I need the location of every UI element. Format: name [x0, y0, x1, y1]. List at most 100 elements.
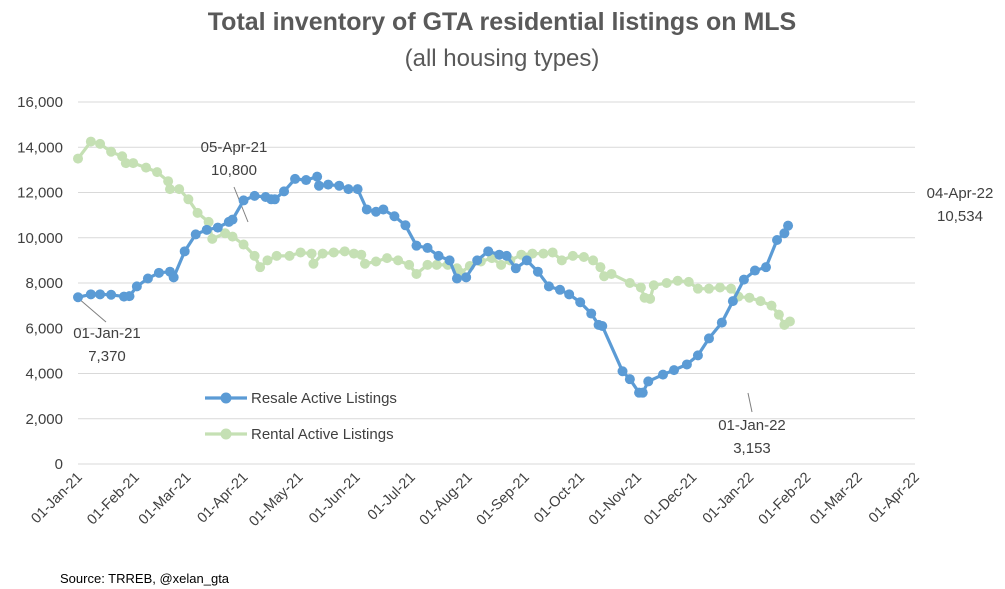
rental-point: [238, 239, 249, 250]
resale-point: [269, 194, 280, 205]
resale-point: [201, 224, 212, 235]
rental-point: [556, 255, 567, 266]
x-tick-label: 01-Mar-22: [807, 470, 866, 529]
resale-point: [312, 171, 323, 182]
resale-point: [73, 292, 83, 303]
resale-point: [586, 308, 597, 319]
rental-point: [683, 276, 694, 287]
resale-point: [352, 184, 363, 195]
rental-point: [348, 248, 359, 259]
y-axis: 0 2,000 4,000 6,000 8,000 10,000 12,000 14,000 1…: [17, 94, 63, 473]
x-tick-label: 01-Jan-21: [28, 470, 85, 527]
resale-point: [692, 350, 703, 361]
y-tick-label: 14,000: [17, 139, 63, 156]
resale-point: [389, 211, 400, 222]
rental-point: [152, 167, 163, 178]
resale-point: [643, 376, 654, 387]
chart-title: Total inventory of GTA residential listi…: [208, 8, 796, 36]
resale-point: [179, 246, 190, 257]
rental-point: [692, 283, 703, 294]
annotation-value: 10,800: [211, 162, 257, 179]
resale-point: [343, 184, 354, 195]
resale-point: [238, 195, 249, 206]
resale-point: [510, 263, 521, 274]
rental-point: [431, 259, 442, 270]
resale-point: [142, 273, 153, 284]
annotation-value: 10,534: [937, 208, 983, 225]
resale-point: [703, 333, 714, 344]
resale-point: [95, 289, 106, 300]
resale-point: [444, 255, 455, 266]
rental-point: [726, 283, 737, 294]
rental-point: [538, 248, 549, 259]
legend-label-rental: Rental Active Listings: [251, 426, 394, 443]
x-tick-label: 01-Jul-21: [365, 470, 419, 524]
rental-point: [207, 233, 218, 244]
resale-point: [422, 242, 433, 253]
series-rental: [73, 136, 795, 330]
rental-point: [106, 146, 117, 157]
rental-point: [371, 256, 382, 267]
y-tick-label: 12,000: [17, 185, 63, 202]
rental-point: [359, 258, 370, 269]
resale-point: [190, 229, 201, 240]
rental-point: [645, 293, 656, 304]
resale-point: [681, 359, 692, 370]
resale-point: [783, 220, 794, 231]
rental-point: [308, 258, 319, 269]
rental-point: [773, 309, 784, 320]
resale-point: [227, 214, 238, 225]
resale-point: [85, 289, 96, 300]
annotation-date: 01-Jan-21: [73, 325, 141, 342]
rental-point: [85, 136, 96, 147]
rental-point: [356, 249, 367, 260]
resale-point: [168, 272, 179, 283]
annotations: 01-Jan-21 7,370 05-Apr-21 10,800 01-Jan-22 3,…: [73, 139, 993, 457]
resale-point: [212, 222, 223, 233]
legend-marker-resale: [220, 392, 232, 404]
resale-point: [472, 255, 483, 266]
plot-area: [73, 136, 795, 398]
resale-point: [483, 246, 494, 257]
resale-point: [323, 179, 334, 190]
y-tick-label: 0: [55, 456, 63, 473]
rental-point: [567, 250, 578, 261]
rental-point: [496, 259, 507, 270]
annotation-leader-line: [77, 297, 107, 323]
resale-point: [494, 249, 505, 260]
rental-point: [578, 251, 589, 262]
gridlines: [78, 101, 915, 465]
resale-point: [411, 240, 422, 251]
rental-point: [635, 282, 646, 293]
rental-point: [328, 247, 339, 258]
rental-point: [784, 316, 795, 327]
rental-line: [76, 140, 791, 327]
resale-point: [564, 289, 575, 300]
rental-point: [183, 194, 194, 205]
x-tick-label: 01-Jan-22: [700, 470, 757, 527]
chart-subtitle: (all housing types): [405, 45, 600, 72]
rental-point: [120, 158, 131, 169]
annotation-leader-line: [747, 392, 753, 413]
rental-point: [382, 253, 393, 264]
rental-point: [284, 250, 295, 261]
resale-point: [772, 235, 783, 246]
resale-point: [279, 186, 290, 197]
rental-point: [404, 259, 415, 270]
x-tick-label: 01-Apr-22: [866, 470, 923, 527]
y-tick-label: 8,000: [25, 275, 63, 292]
resale-point: [669, 365, 680, 376]
rental-point: [227, 231, 238, 242]
x-tick-label: 01-Apr-21: [194, 470, 251, 527]
resale-point: [617, 366, 628, 377]
x-tick-label: 01-Dec-21: [641, 470, 700, 529]
rental-point: [295, 247, 306, 258]
rental-point: [141, 162, 152, 173]
x-tick-label: 01-Feb-21: [84, 470, 143, 529]
resale-point: [749, 265, 760, 276]
annotation-date: 05-Apr-21: [201, 139, 268, 156]
resale-point: [124, 291, 135, 302]
resale-point: [153, 267, 164, 278]
